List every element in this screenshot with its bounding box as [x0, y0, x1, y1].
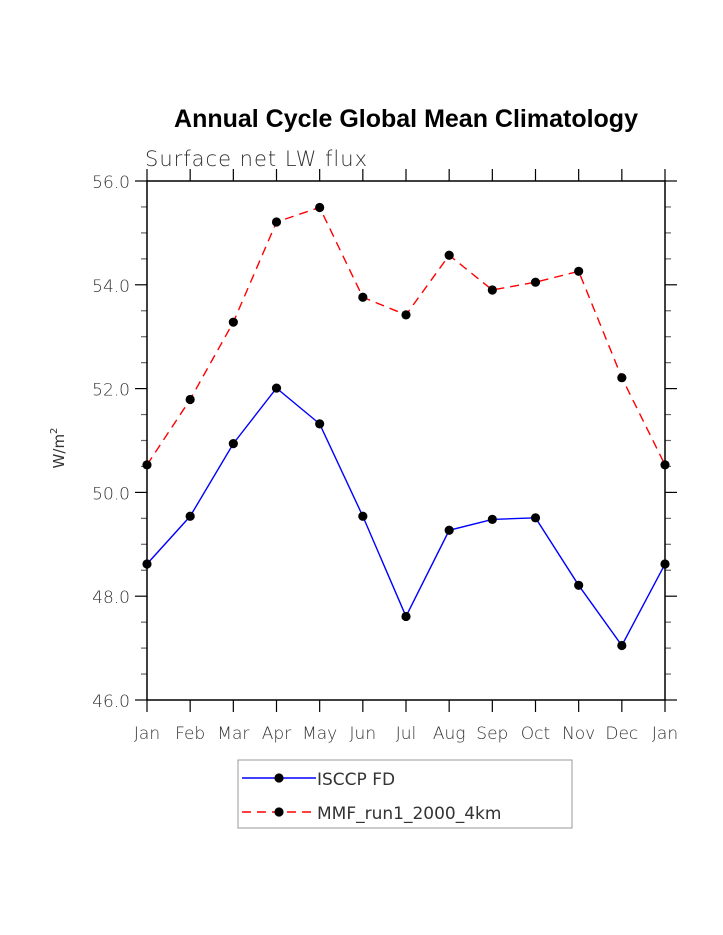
- x-tick-label: Jul: [396, 724, 417, 744]
- data-point: [530, 513, 541, 523]
- data-point: [358, 511, 368, 521]
- y-tick-label: 46.0: [92, 692, 130, 712]
- axis-ticks: [135, 169, 677, 712]
- data-point: [228, 317, 238, 327]
- data-point: [185, 394, 195, 405]
- data-point: [358, 292, 368, 302]
- x-tick-label: Jun: [350, 724, 377, 744]
- legend-marker: [274, 807, 284, 817]
- y-tick-label: 50.0: [92, 484, 130, 504]
- legend-box: [237, 759, 573, 829]
- y-tick-label: 48.0: [92, 588, 130, 608]
- plot-frame: [146, 180, 666, 701]
- data-point: [617, 640, 627, 651]
- series-line: [146, 387, 666, 647]
- data-point: [487, 514, 497, 524]
- data-point: [271, 383, 282, 393]
- data-point: [574, 580, 584, 590]
- x-tick-label: Apr: [262, 724, 291, 744]
- x-tick-labels: Jan Feb Mar Apr May Jun Jul Aug Sep Oct Nov Dec Jan: [134, 724, 678, 744]
- legend-label: ISCCP FD: [317, 770, 395, 790]
- series-layer: [142, 202, 670, 651]
- data-point: [315, 419, 325, 429]
- y-axis-label-text: W/m: [50, 434, 68, 469]
- y-tick-label: 54.0: [92, 277, 130, 297]
- series-line: [146, 206, 666, 466]
- x-tick-label: Jan: [134, 724, 160, 744]
- data-point: [444, 250, 454, 260]
- y-axis-label: W/m2: [49, 428, 68, 469]
- series-1: [142, 202, 670, 470]
- chart-subtitle: Surface net LW flux: [145, 147, 368, 171]
- data-point: [185, 511, 195, 521]
- y-tick-label: 52.0: [92, 381, 130, 401]
- legend-item: MMF_run1_2000_4km: [242, 804, 501, 824]
- x-tick-label: Nov: [562, 724, 595, 744]
- x-tick-label: Sep: [476, 724, 508, 744]
- legend-item: ISCCP FD: [242, 770, 395, 790]
- y-tick-label: 56.0: [92, 173, 130, 193]
- x-tick-label: Feb: [175, 724, 205, 744]
- x-tick-label: Mar: [217, 724, 249, 744]
- y-tick-labels: 46.0 48.0 50.0 52.0 54.0 56.0: [92, 173, 130, 712]
- data-point: [401, 310, 411, 320]
- chart-title: Annual Cycle Global Mean Climatology: [174, 105, 638, 133]
- data-point: [228, 439, 238, 449]
- legend: ISCCP FD MMF_run1_2000_4km: [237, 759, 573, 829]
- data-point: [574, 266, 584, 276]
- svg-text:W/m2: W/m2: [49, 428, 68, 469]
- x-tick-label: Aug: [433, 724, 466, 744]
- data-point: [530, 277, 541, 287]
- data-point: [487, 285, 497, 295]
- legend-marker: [274, 773, 284, 783]
- data-point: [444, 525, 454, 535]
- y-axis-label-superscript: 2: [49, 428, 60, 434]
- data-point: [315, 202, 325, 213]
- series-0: [142, 383, 670, 651]
- x-tick-label: Oct: [521, 724, 550, 744]
- x-tick-label: Jan: [652, 724, 678, 744]
- data-point: [401, 611, 411, 622]
- data-point: [617, 373, 627, 383]
- x-tick-label: Dec: [605, 724, 638, 744]
- legend-label: MMF_run1_2000_4km: [317, 804, 501, 824]
- x-tick-label: May: [302, 724, 337, 744]
- data-point: [271, 217, 282, 227]
